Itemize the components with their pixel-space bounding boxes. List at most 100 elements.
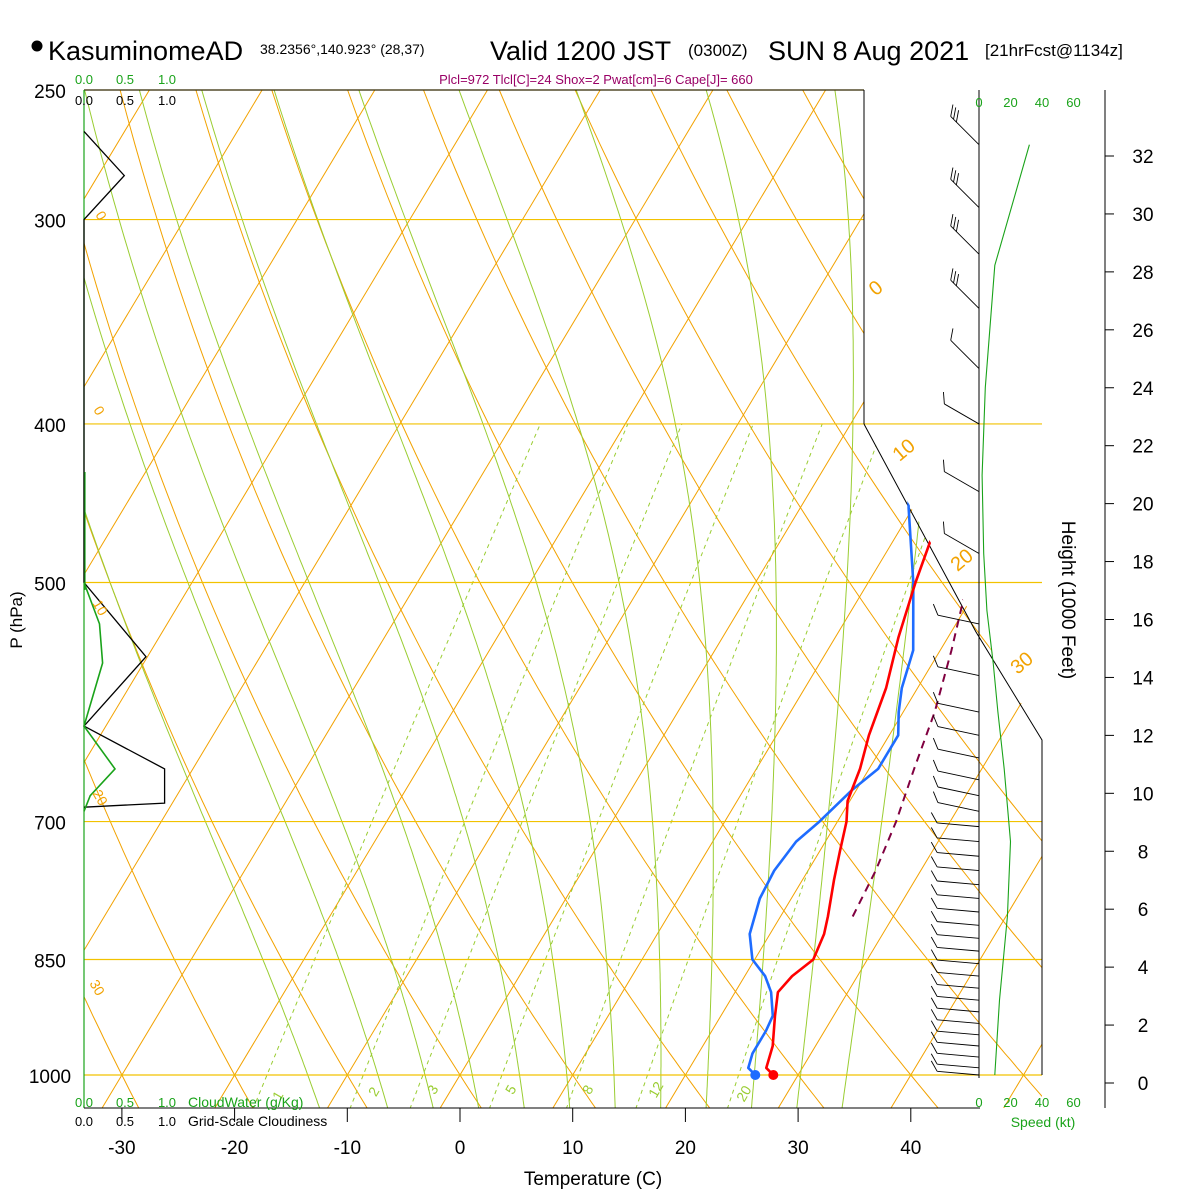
pressure-tick-label: 250 [34,82,66,103]
wind-barb-staff [937,921,980,926]
wind-barb-staff [937,1070,980,1076]
wind-barb-flag [930,1009,938,1020]
sounding-profiles [746,144,1024,1080]
speed-legend: Speed (kt) [1011,1114,1076,1130]
wind-barb [932,715,980,736]
height-tick-label: 12 [1132,726,1153,747]
pressure-tick-label: 700 [34,814,66,835]
parcel-profile-line [851,144,1017,917]
cloudiness-scale-top: 0.0 [75,93,93,108]
cloudwater-profile [83,582,117,812]
x-tick-label: 0 [455,1138,466,1159]
wind-barb-staff [937,770,980,781]
pressure-tick-label: 1000 [29,1067,71,1088]
wind-barb-flag [955,219,960,232]
wind-barb-flag [930,949,938,961]
isotherm-line [1115,61,1200,1110]
wind-barb-staff [944,403,980,425]
mixing-ratio-label: 20 [733,1083,755,1105]
wind-barb-flag [950,328,954,341]
wind-barb-flag [932,791,939,803]
wind-barb [942,391,980,425]
wind-barb-flag [930,961,938,973]
wind-barb-flag [930,997,938,1009]
wind-speed-profile [981,144,1030,1076]
isotherm-line [664,90,1042,1108]
cloudiness-scale-bottom: 1.0 [158,1114,176,1129]
height-tick-label: 14 [1132,668,1154,689]
wind-barb-staff [937,852,980,857]
mixing-ratio-line [406,423,683,1108]
dry-adiabat-line [84,90,373,1108]
surface-dewpoint-dot [750,1070,761,1080]
x-tick-label: -20 [221,1138,248,1159]
wind-barb [932,791,980,812]
mixing-ratio-label: 12 [645,1079,667,1101]
wind-barb-flag [950,268,954,281]
mixing-ratio-line [724,423,967,1108]
wind-barb [932,775,980,797]
speed-scale-top: 60 [1066,95,1080,110]
wind-barb [930,827,980,843]
wind-barb [930,897,980,913]
dry-adiabat-line [84,90,144,1108]
wind-barb-flag [953,170,957,183]
wind-barb-staff [937,822,980,828]
isotherm-line [889,90,1042,1108]
mixing-ratio-line [486,423,754,1108]
moist-adiabat-line [84,90,391,1108]
height-tick-label: 0 [1138,1074,1149,1095]
cloudwater-scale-bottom: 0.5 [116,1095,134,1110]
wind-barb-staff [950,116,980,146]
wind-barb [932,655,980,677]
wind-barb [950,104,980,146]
moist-adiabat-line [84,90,323,1108]
theta-label: 10 [90,597,112,619]
wind-barb-flag [930,936,938,948]
wind-barb-staff [937,1052,980,1058]
wind-barb-flag [955,173,960,186]
mixing-ratio-label: 3 [424,1082,442,1097]
wind-barb-flag [950,214,954,227]
theta-label: 30 [87,977,109,999]
wind-barb-flag [930,1042,938,1054]
wind-barb-flag [953,216,957,229]
wind-barb [930,936,980,952]
wind-barb-flag [930,1020,938,1032]
moist-adiabat-line [189,90,526,1108]
height-tick-label: 4 [1138,958,1149,979]
height-tick-label: 22 [1132,437,1153,458]
wind-barb-staff [937,1030,980,1036]
theta-label: 10 [889,435,920,466]
cloudwater-scale-top: 0.5 [116,72,134,87]
x-tick-label: 10 [562,1138,583,1159]
dry-adiabat-line [412,90,1042,1108]
wind-barb-flag [942,391,945,404]
wind-barb-staff [937,907,980,913]
wind-barb-staff [937,1041,980,1047]
pressure-tick-label: 300 [34,212,66,233]
wind-barb [930,812,980,828]
speed-scale-top: 20 [1003,95,1017,110]
pressure-tick-label: 500 [34,575,66,596]
wind-barb [932,692,980,713]
height-tick-label: 32 [1132,147,1153,168]
wind-barb-flag [930,1060,938,1072]
isotherm-line [84,90,619,1108]
wind-barb-staff [944,471,980,493]
wind-barb [950,167,980,208]
wind-barb-staff [937,984,980,989]
cloudiness-scale-bottom: 0.5 [116,1114,134,1129]
valid-zulu: (0300Z) [688,41,748,60]
wind-barb [930,1031,980,1047]
wind-barb-staff [937,802,980,812]
height-axis: 0246810121416182022242628303200202040406… [975,90,1154,1110]
isotherm-line [84,90,393,1108]
speed-scale-bottom: 20 [1003,1095,1017,1110]
isotherm-line [84,90,506,1108]
wind-barb-flag [930,1031,938,1043]
moist-adiabat-line [795,90,854,1108]
wind-barb-staff [937,837,980,843]
thermo-grid [84,61,1200,1110]
